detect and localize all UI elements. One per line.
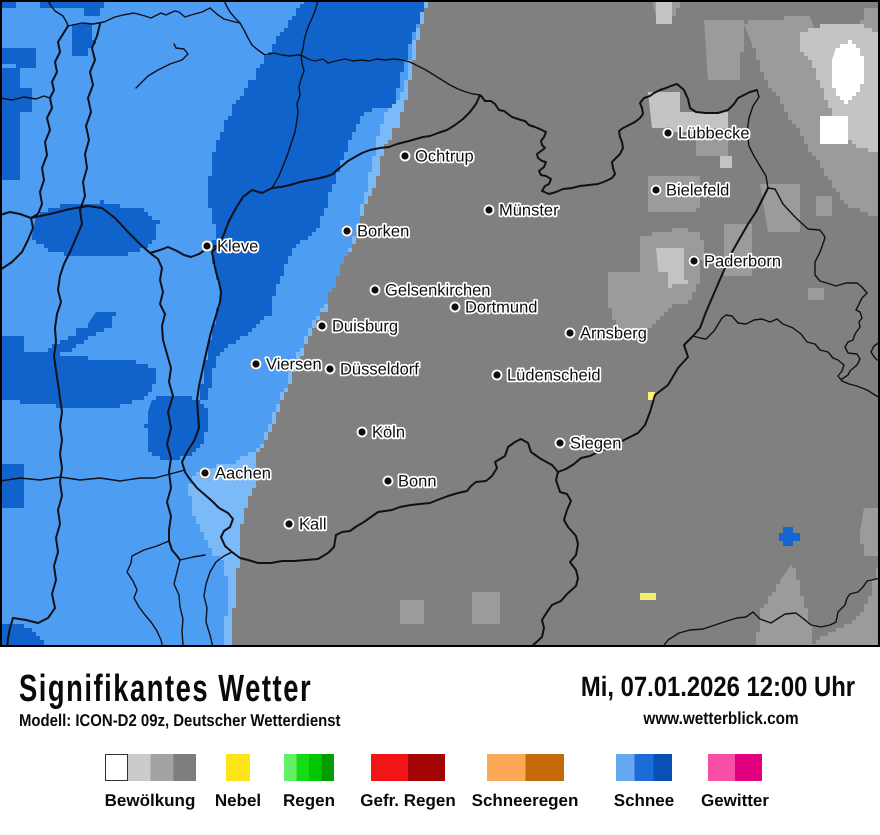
svg-text:Mi, 07.01.2026 12:00 Uhr: Mi, 07.01.2026 12:00 Uhr — [581, 671, 855, 702]
svg-text:Siegen: Siegen — [570, 435, 621, 453]
svg-text:Schnee: Schnee — [614, 791, 674, 810]
svg-text:Signifikantes Wetter: Signifikantes Wetter — [19, 668, 311, 710]
svg-text:www.wetterblick.com: www.wetterblick.com — [643, 708, 799, 728]
svg-text:Regen: Regen — [283, 791, 335, 810]
svg-text:Münster: Münster — [499, 202, 559, 220]
svg-text:Kleve: Kleve — [217, 238, 258, 256]
svg-text:Bewölkung: Bewölkung — [105, 791, 196, 810]
svg-text:Dortmund: Dortmund — [465, 299, 537, 317]
svg-text:Viersen: Viersen — [266, 356, 322, 374]
svg-text:Bonn: Bonn — [398, 473, 437, 491]
svg-text:Gelsenkirchen: Gelsenkirchen — [385, 282, 490, 300]
svg-text:Kall: Kall — [299, 516, 327, 534]
svg-text:Gewitter: Gewitter — [701, 791, 769, 810]
svg-text:Gefr. Regen: Gefr. Regen — [360, 791, 455, 810]
svg-text:Schneeregen: Schneeregen — [472, 791, 579, 810]
svg-text:Köln: Köln — [372, 424, 405, 442]
svg-text:Modell: ICON-D2 09z, Deutscher: Modell: ICON-D2 09z, Deutscher Wetterdie… — [19, 711, 341, 730]
svg-text:Ochtrup: Ochtrup — [415, 148, 474, 166]
svg-text:Düsseldorf: Düsseldorf — [340, 361, 419, 379]
svg-text:Arnsberg: Arnsberg — [580, 325, 647, 343]
svg-text:Bielefeld: Bielefeld — [666, 182, 729, 200]
svg-text:Paderborn: Paderborn — [704, 253, 781, 271]
svg-text:Nebel: Nebel — [215, 791, 261, 810]
svg-text:Lüdenscheid: Lüdenscheid — [507, 367, 601, 385]
svg-text:Aachen: Aachen — [215, 465, 271, 483]
svg-text:Borken: Borken — [357, 223, 409, 241]
svg-text:Lübbecke: Lübbecke — [678, 125, 750, 143]
svg-text:Duisburg: Duisburg — [332, 318, 398, 336]
